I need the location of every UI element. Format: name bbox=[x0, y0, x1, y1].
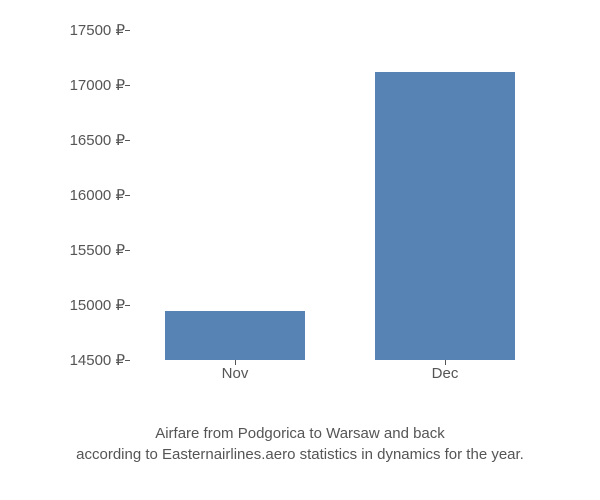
y-tick-label: 16500 ₽ bbox=[35, 131, 125, 149]
chart-caption: Airfare from Podgorica to Warsaw and bac… bbox=[0, 423, 600, 465]
caption-line-2: according to Easternairlines.aero statis… bbox=[0, 444, 600, 465]
y-tick-label: 15000 ₽ bbox=[35, 296, 125, 314]
x-tick-label: Nov bbox=[222, 365, 249, 382]
y-tick-label: 16000 ₽ bbox=[35, 186, 125, 204]
caption-line-1: Airfare from Podgorica to Warsaw and bac… bbox=[0, 423, 600, 444]
bar bbox=[165, 311, 306, 361]
x-tick-mark bbox=[235, 360, 236, 365]
y-tick-label: 17500 ₽ bbox=[35, 21, 125, 39]
y-tick-label: 15500 ₽ bbox=[35, 241, 125, 259]
x-tick-mark bbox=[445, 360, 446, 365]
x-tick-label: Dec bbox=[432, 365, 459, 382]
airfare-chart: 14500 ₽ 15000 ₽ 15500 ₽ 16000 ₽ 16500 ₽ 17000… bbox=[30, 20, 570, 400]
y-tick-label: 14500 ₽ bbox=[35, 351, 125, 369]
plot-area bbox=[130, 30, 550, 360]
y-tick-label: 17000 ₽ bbox=[35, 76, 125, 94]
y-tick-mark bbox=[125, 360, 130, 361]
bar bbox=[375, 72, 516, 360]
